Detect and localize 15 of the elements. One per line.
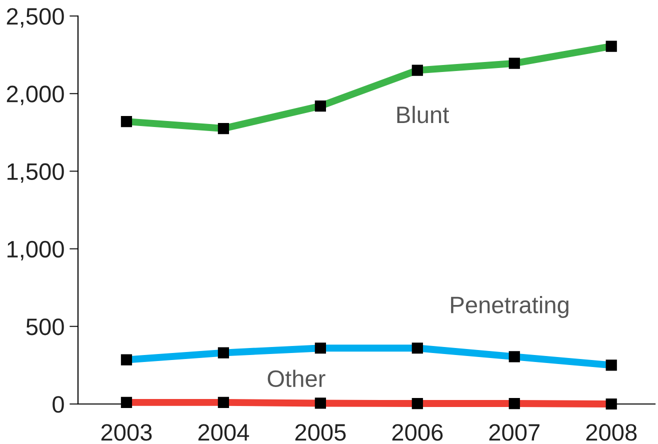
- y-tick-label: 0: [52, 396, 64, 413]
- y-tick-label: 500: [26, 318, 64, 336]
- x-tick-label: 2004: [198, 424, 250, 441]
- y-tick-label: 2,500: [6, 8, 64, 28]
- y-tick-label: 1,000: [8, 240, 64, 260]
- series-label: Penetrating: [451, 296, 568, 318]
- x-tick-label: 2005: [295, 424, 346, 441]
- x-tick-label: 2003: [101, 424, 152, 441]
- x-tick-label: 2007: [489, 424, 540, 441]
- x-tick-label: 2008: [586, 424, 637, 441]
- y-tick-label: 1,500: [8, 163, 64, 183]
- y-tick-label: 2,000: [6, 86, 64, 106]
- x-tick-label: 2006: [392, 424, 443, 441]
- series-label: Blunt: [397, 106, 449, 124]
- series-label: Other: [268, 370, 326, 388]
